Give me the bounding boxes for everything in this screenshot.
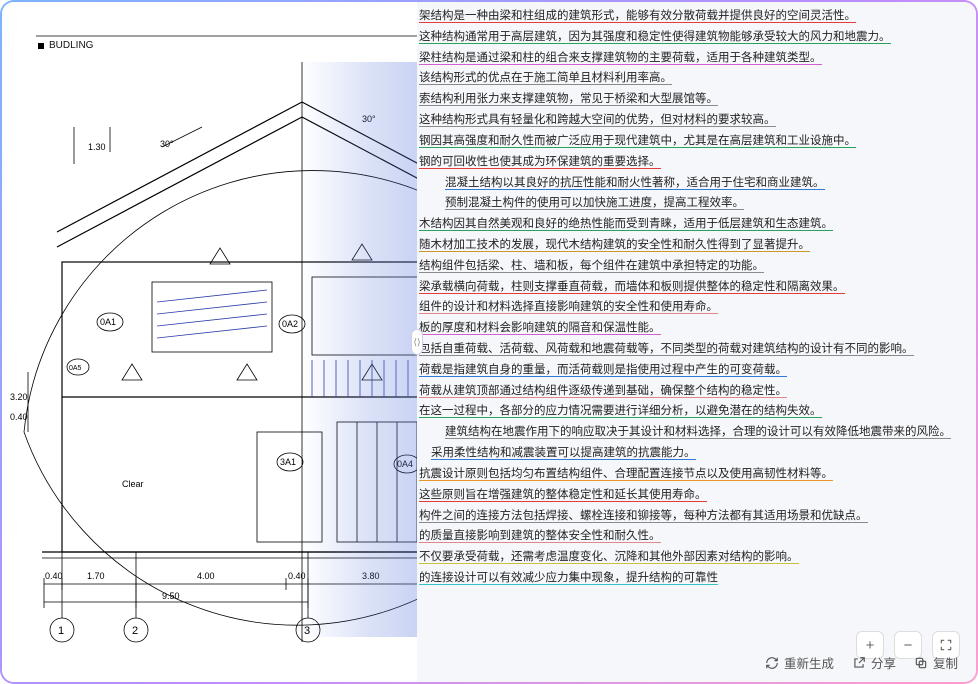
svg-text:3.20: 3.20 [10,392,28,402]
chat-line: 板的厚度和材料会影响建筑的隔音和保温性能。 [417,320,962,338]
chat-line-text: 索结构利用张力来支撑建筑物，常见于桥梁和大型展馆等。 [419,93,718,106]
chat-line-text: 建筑结构在地震作用下的响应取决于其设计和材料选择，合理的设计可以有效降低地震带来… [445,426,951,439]
chat-line: 梁柱结构是通过梁和柱的组合来支撑建筑物的主要荷载，适用于各种建筑类型。 [417,50,962,68]
svg-text:1.70: 1.70 [87,571,105,581]
svg-text:3A1: 3A1 [280,457,296,467]
svg-text:30°: 30° [362,114,376,124]
chat-line-text: 这种结构通常用于高层建筑，因为其强度和稳定性使得建筑物能够承受较大的风力和地震力… [419,31,891,44]
regenerate-button[interactable]: 重新生成 [765,653,834,672]
svg-text:Clear: Clear [122,479,144,489]
svg-text:4.00: 4.00 [197,571,215,581]
svg-text:3: 3 [304,625,310,637]
chat-toolbar: + − 重新生成 分享 复制 [417,622,976,682]
svg-text:0A4: 0A4 [397,459,413,469]
chat-line-text: 随木材加工技术的发展，现代木结构建筑的安全性和耐久性得到了显著提升。 [419,239,810,252]
chat-line-text: 混凝土结构以其良好的抗压性能和耐火性著称，适合用于住宅和商业建筑。 [445,177,825,190]
svg-text:3.80: 3.80 [362,571,380,581]
blueprint: 30° 30° 1.30 [2,2,417,682]
chat-line: 这种结构通常用于高层建筑，因为其强度和稳定性使得建筑物能够承受较大的风力和地震力… [417,29,962,47]
chat-line-text: 木结构因其自然美观和良好的绝热性能而受到青睐，适用于低层建筑和生态建筑。 [419,218,833,231]
chat-line-text: 荷载从建筑顶部通过结构组件逐级传递到基础，确保整个结构的稳定性。 [419,385,787,398]
chat-line: 随木材加工技术的发展，现代木结构建筑的安全性和耐久性得到了显著提升。 [417,237,962,255]
chat-line-text: 架结构是一种由梁和柱组成的建筑形式，能够有效分散荷载并提供良好的空间灵活性。 [419,10,856,23]
chat-line: 钢因其高强度和耐久性而被广泛应用于现代建筑中，尤其是在高层建筑和工业设施中。 [417,133,962,151]
chat-line-text: 结构组件包括梁、柱、墙和板，每个组件在建筑中承担特定的功能。 [419,260,764,273]
chat-line: 索结构利用张力来支撑建筑物，常见于桥梁和大型展馆等。 [417,91,962,109]
copy-button[interactable]: 复制 [914,653,958,672]
chat-line: 预制混凝土构件的使用可以加快施工进度，提高工程效率。 [417,195,962,213]
chat-line-text: 板的厚度和材料会影响建筑的隔音和保温性能。 [419,322,661,335]
chat-line: 建筑结构在地震作用下的响应取决于其设计和材料选择，合理的设计可以有效降低地震带来… [417,424,962,442]
chat-line-text: 这种结构形式具有轻量化和跨越大空间的优势，但对材料的要求较高。 [419,114,776,127]
chat-line: 架结构是一种由梁和柱组成的建筑形式，能够有效分散荷载并提供良好的空间灵活性。 [417,8,962,26]
regenerate-label: 重新生成 [784,653,834,672]
chat-line-text: 荷载是指建筑自身的重量，而活荷载则是指使用过程中产生的可变荷载。 [419,364,787,377]
chat-line: 抗震设计原则包括均匀布置结构组件、合理配置连接节点以及使用高韧性材料等。 [417,466,962,484]
svg-text:0.40: 0.40 [10,412,28,422]
svg-text:1.30: 1.30 [88,142,106,152]
chat-line-text: 包括自重荷载、活荷载、风荷载和地震荷载等，不同类型的荷载对建筑结构的设计有不同的… [419,343,914,356]
chat-line: 荷载从建筑顶部通过结构组件逐级传递到基础，确保整个结构的稳定性。 [417,383,962,401]
chat-line-text: 在这一过程中，各部分的应力情况需要进行详细分析，以避免潜在的结构失效。 [419,405,822,418]
chat-line-text: 钢因其高强度和耐久性而被广泛应用于现代建筑中，尤其是在高层建筑和工业设施中。 [419,135,856,148]
chat-panel: 架结构是一种由梁和柱组成的建筑形式，能够有效分散荷载并提供良好的空间灵活性。这种… [417,2,976,682]
blueprint-panel: BUDLING 30° 30° 1.30 [2,2,417,682]
svg-text:1: 1 [58,625,64,637]
chat-line-text: 抗震设计原则包括均匀布置结构组件、合理配置连接节点以及使用高韧性材料等。 [419,468,833,481]
chat-line-text: 该结构形式的优点在于施工简单且材料利用率高。 [419,72,672,85]
chat-line-text: 构件之间的连接方法包括焊接、螺栓连接和铆接等，每种方法都有其适用场景和优缺点。 [419,510,868,523]
chat-line: 木结构因其自然美观和良好的绝热性能而受到青睐，适用于低层建筑和生态建筑。 [417,216,962,234]
copy-icon [914,656,928,670]
chat-actions: 重新生成 分享 复制 [765,653,958,672]
share-icon [852,656,866,670]
panel-collapse-handle[interactable]: ⟨⟩ [411,329,423,355]
chat-line: 梁承载横向荷载，柱则支撑垂直荷载，而墙体和板则提供整体的稳定性和隔离效果。 [417,279,962,297]
svg-text:0A5: 0A5 [69,365,82,372]
copy-label: 复制 [933,653,958,672]
chat-line-text: 的质量直接影响到建筑的整体安全性和耐久性。 [419,530,661,543]
fullscreen-icon [939,638,953,652]
chat-line: 在这一过程中，各部分的应力情况需要进行详细分析，以避免潜在的结构失效。 [417,403,962,421]
chat-line-text: 梁柱结构是通过梁和柱的组合来支撑建筑物的主要荷载，适用于各种建筑类型。 [419,52,822,65]
svg-text:9.50: 9.50 [162,591,180,601]
chat-line: 构件之间的连接方法包括焊接、螺栓连接和铆接等，每种方法都有其适用场景和优缺点。 [417,508,962,526]
svg-text:30°: 30° [160,139,174,149]
chat-line: 采用柔性结构和减震装置可以提高建筑的抗震能力。 [417,445,962,463]
chat-line-text: 组件的设计和材料选择直接影响建筑的安全性和使用寿命。 [419,301,718,314]
chat-line: 的连接设计可以有效减少应力集中现象，提升结构的可靠性 [417,570,962,588]
chat-line: 的质量直接影响到建筑的整体安全性和耐久性。 [417,528,962,546]
chat-line-text: 的连接设计可以有效减少应力集中现象，提升结构的可靠性 [419,572,718,585]
chat-line-text: 梁承载横向荷载，柱则支撑垂直荷载，而墙体和板则提供整体的稳定性和隔离效果。 [419,281,845,294]
app-root: BUDLING 30° 30° 1.30 [0,0,978,684]
chat-line: 组件的设计和材料选择直接影响建筑的安全性和使用寿命。 [417,299,962,317]
chat-line-text: 这些原则旨在增强建筑的整体稳定性和延长其使用寿命。 [419,489,707,502]
chat-line: 钢的可回收性也使其成为环保建筑的重要选择。 [417,154,962,172]
chat-line-text: 不仅要承受荷载，还需考虑温度变化、沉降和其他外部因素对结构的影响。 [419,551,799,564]
svg-text:0.40: 0.40 [288,571,306,581]
chat-line: 这些原则旨在增强建筑的整体稳定性和延长其使用寿命。 [417,487,962,505]
refresh-icon [765,656,779,670]
svg-text:0A1: 0A1 [100,317,116,327]
chat-line-text: 预制混凝土构件的使用可以加快施工进度，提高工程效率。 [445,197,744,210]
chat-line: 这种结构形式具有轻量化和跨越大空间的优势，但对材料的要求较高。 [417,112,962,130]
chat-line: 荷载是指建筑自身的重量，而活荷载则是指使用过程中产生的可变荷载。 [417,362,962,380]
share-label: 分享 [871,653,896,672]
chat-line: 混凝土结构以其良好的抗压性能和耐火性著称，适合用于住宅和商业建筑。 [417,175,962,193]
svg-text:2: 2 [132,625,138,637]
chat-messages: 架结构是一种由梁和柱组成的建筑形式，能够有效分散荷载并提供良好的空间灵活性。这种… [417,2,976,622]
chat-line: 不仅要承受荷载，还需考虑温度变化、沉降和其他外部因素对结构的影响。 [417,549,962,567]
chat-line-text: 采用柔性结构和减震装置可以提高建筑的抗震能力。 [431,447,696,460]
chat-line: 结构组件包括梁、柱、墙和板，每个组件在建筑中承担特定的功能。 [417,258,962,276]
blueprint-svg: 30° 30° 1.30 [2,2,417,682]
share-button[interactable]: 分享 [852,653,896,672]
chat-line: 包括自重荷载、活荷载、风荷载和地震荷载等，不同类型的荷载对建筑结构的设计有不同的… [417,341,962,359]
chat-line: 该结构形式的优点在于施工简单且材料利用率高。 [417,70,962,88]
chat-line-text: 钢的可回收性也使其成为环保建筑的重要选择。 [419,156,661,169]
svg-text:0A2: 0A2 [282,319,298,329]
svg-text:0.40: 0.40 [45,571,63,581]
